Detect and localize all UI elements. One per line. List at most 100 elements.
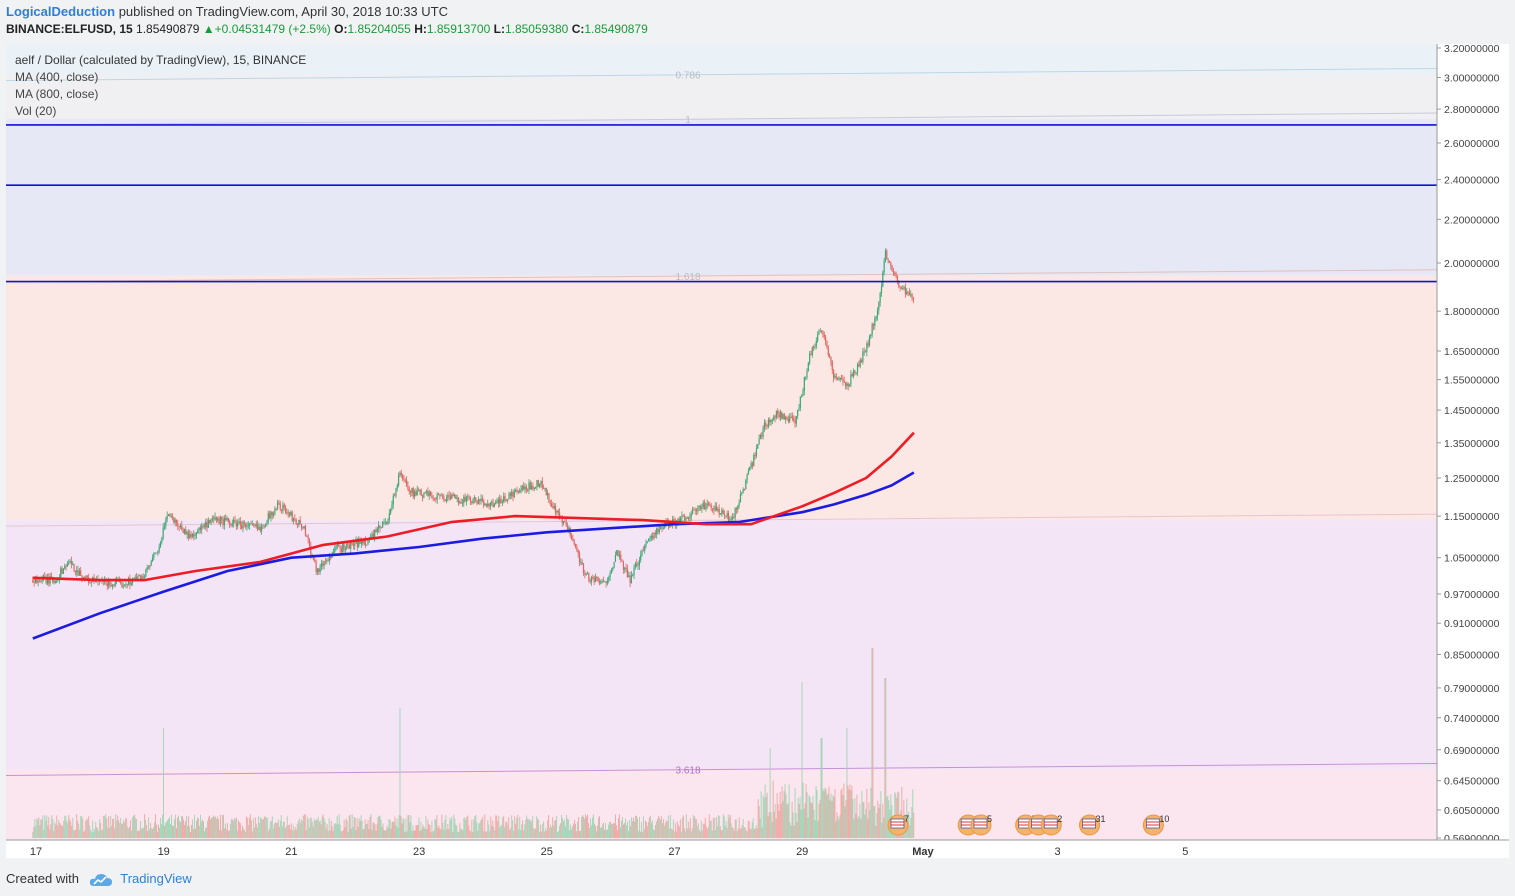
candle-body <box>803 377 805 391</box>
volume-bar <box>349 814 351 838</box>
volume-bar <box>251 831 253 838</box>
volume-bar <box>391 822 393 838</box>
candle-body <box>904 287 907 295</box>
price-tick-label: 1.25000000 <box>1444 473 1500 485</box>
legend-volume[interactable]: Vol (20) <box>15 104 57 118</box>
volume-bar <box>188 816 189 838</box>
candle-body <box>207 520 209 528</box>
volume-bar <box>542 823 544 838</box>
candle-body <box>315 561 317 573</box>
candle-body <box>741 492 743 494</box>
candle-body <box>193 534 195 537</box>
volume-bar <box>448 829 450 838</box>
candle-body <box>52 577 54 583</box>
volume-bar <box>490 816 492 838</box>
volume-bar <box>511 815 513 838</box>
volume-bar <box>206 820 208 838</box>
candle-body <box>461 502 464 504</box>
candle-body <box>413 491 416 497</box>
candle-body <box>218 518 220 524</box>
footer: Created with TradingView <box>6 871 192 887</box>
candle-body <box>843 380 845 383</box>
volume-bar <box>849 784 851 838</box>
volume-bar <box>827 793 829 838</box>
event-markers: 7255223110 <box>887 814 1169 836</box>
legend-ma400[interactable]: MA (400, close) <box>15 70 99 84</box>
price-tick-label: 0.64500000 <box>1444 776 1500 788</box>
volume-bar <box>606 830 607 838</box>
volume-bar <box>353 816 355 838</box>
candle-body <box>624 567 626 570</box>
volume-bar <box>643 829 645 838</box>
volume-bar <box>273 823 275 838</box>
candle-body <box>747 470 750 475</box>
time-tick-label: 3 <box>1055 846 1061 858</box>
volume-bar <box>720 829 722 838</box>
volume-bar <box>402 818 404 838</box>
volume-bar <box>228 830 230 838</box>
candle-body <box>199 527 202 530</box>
candle-body <box>777 410 779 415</box>
volume-bar <box>639 831 641 838</box>
volume-bar <box>284 828 286 838</box>
volume-bar <box>566 815 568 838</box>
volume-bar <box>118 820 120 838</box>
candle-body <box>221 517 223 520</box>
last-price: 1.85490879 <box>136 22 200 36</box>
candle-body <box>878 302 880 311</box>
candle-body <box>143 576 146 578</box>
candle-body <box>326 560 328 562</box>
candle-body <box>476 501 478 504</box>
candle-body <box>241 525 243 529</box>
tradingview-brand-link[interactable]: TradingView <box>120 871 192 886</box>
candle-body <box>685 518 687 520</box>
volume-bar <box>264 816 266 838</box>
volume-bar <box>154 821 156 838</box>
volume-bar <box>326 823 328 838</box>
candle-body <box>457 497 460 503</box>
volume-bar <box>867 818 869 838</box>
volume-bar <box>384 830 386 838</box>
candle-body <box>789 417 791 422</box>
candle-body <box>480 498 482 502</box>
volume-bar <box>424 828 426 838</box>
volume-bar <box>192 819 193 838</box>
candle-body <box>346 543 348 549</box>
volume-bar <box>416 824 418 838</box>
volume-bar <box>207 817 209 838</box>
volume-bar <box>478 823 480 838</box>
candle-body <box>432 497 434 499</box>
volume-bar <box>558 831 560 838</box>
volume-bar <box>42 815 44 838</box>
candle-body <box>222 519 224 526</box>
volume-bar <box>53 830 55 838</box>
volume-bar <box>853 818 855 838</box>
volume-bar <box>49 829 51 838</box>
created-with-label: Created with <box>6 871 79 886</box>
candle-body <box>686 517 688 519</box>
volume-bar <box>653 830 655 838</box>
volume-bar <box>724 826 726 838</box>
candle-body <box>832 369 835 378</box>
volume-bar <box>176 828 177 838</box>
candle-body <box>735 508 738 510</box>
price-tick-label: 2.40000000 <box>1444 175 1500 187</box>
volume-bar <box>598 817 599 838</box>
volume-bar <box>610 821 611 838</box>
candle-body <box>69 560 71 564</box>
candle-body <box>290 511 292 516</box>
volume-bar <box>835 821 837 838</box>
candle-body <box>528 482 530 491</box>
candle-body <box>677 518 679 522</box>
volume-bar <box>81 816 83 838</box>
volume-bar <box>130 820 132 838</box>
candle-body <box>395 488 397 496</box>
volume-bar <box>153 827 155 838</box>
volume-bar <box>709 820 711 838</box>
legend-ma800[interactable]: MA (800, close) <box>15 87 99 101</box>
volume-bar <box>406 831 408 838</box>
volume-bar <box>672 819 674 838</box>
author-link[interactable]: LogicalDeduction <box>6 4 116 19</box>
